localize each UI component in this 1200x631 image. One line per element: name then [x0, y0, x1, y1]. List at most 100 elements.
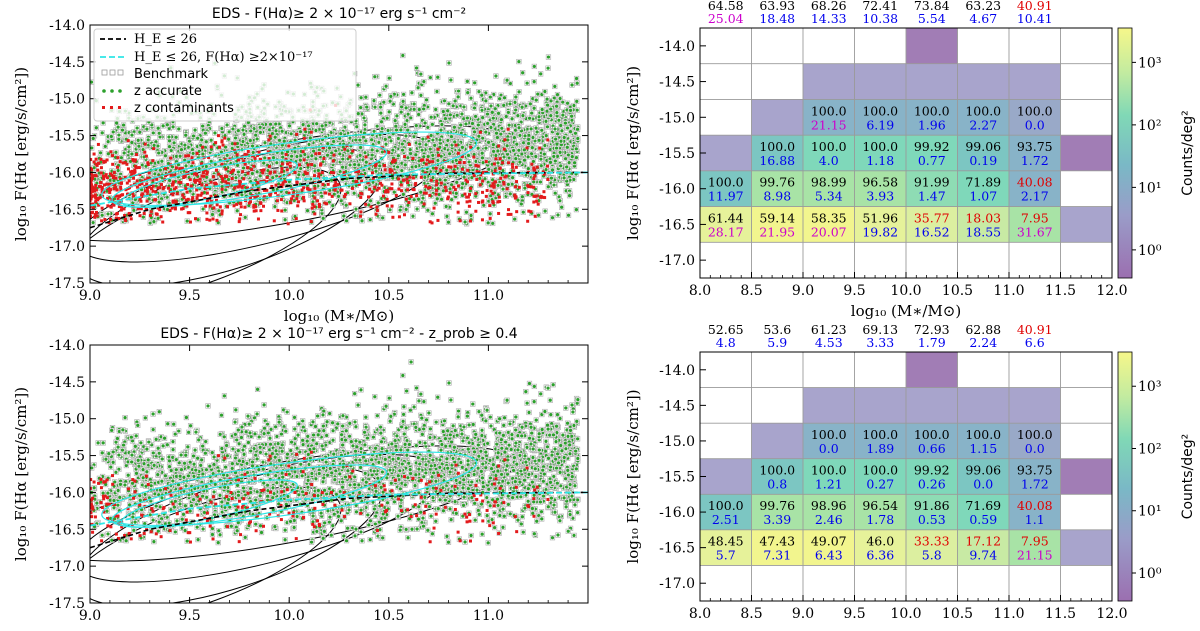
accurate-point [142, 215, 145, 218]
accurate-point [442, 189, 445, 192]
accurate-point [359, 154, 362, 157]
accurate-point [473, 130, 476, 133]
accurate-point [538, 139, 541, 142]
accurate-point [481, 137, 484, 140]
accurate-point [444, 178, 447, 181]
accurate-point [299, 167, 302, 170]
accurate-point [432, 167, 435, 170]
accurate-point [102, 121, 105, 124]
accurate-point [205, 140, 208, 143]
accurate-point [494, 74, 497, 77]
accurate-point [527, 134, 530, 137]
accurate-point [145, 128, 148, 131]
accurate-point [484, 146, 487, 149]
accurate-point [290, 132, 293, 135]
accurate-point [477, 147, 480, 150]
accurate-point [413, 108, 416, 111]
accurate-point [543, 153, 546, 156]
accurate-point [576, 82, 579, 85]
accurate-point [173, 141, 176, 144]
accurate-point [236, 209, 239, 212]
accurate-point [348, 163, 351, 166]
accurate-point [521, 106, 524, 109]
accurate-point [454, 99, 457, 102]
accurate-point [559, 164, 562, 167]
accurate-point [463, 176, 466, 179]
accurate-point [569, 109, 572, 112]
accurate-point [95, 126, 98, 129]
accurate-point [365, 161, 368, 164]
accurate-point [157, 217, 160, 220]
accurate-point [369, 199, 372, 202]
accurate-point [489, 126, 492, 129]
accurate-point [540, 164, 543, 167]
accurate-point [389, 95, 392, 98]
accurate-point [527, 142, 530, 145]
accurate-point [534, 155, 537, 158]
accurate-point [471, 122, 474, 125]
accurate-point [259, 174, 262, 177]
accurate-point [278, 139, 281, 142]
accurate-point [355, 125, 358, 128]
accurate-point [337, 195, 340, 198]
accurate-point [371, 153, 374, 156]
accurate-point [536, 92, 539, 95]
accurate-point [568, 194, 571, 197]
accurate-point [307, 143, 310, 146]
accurate-point [395, 114, 398, 117]
accurate-point [499, 132, 502, 135]
accurate-point [200, 138, 203, 141]
accurate-point [424, 121, 427, 124]
accurate-point [438, 178, 441, 181]
accurate-point [262, 162, 265, 165]
accurate-point [406, 156, 409, 159]
accurate-point [376, 125, 379, 128]
accurate-point [274, 136, 277, 139]
accurate-point [330, 179, 333, 182]
accurate-point [395, 128, 398, 131]
accurate-point [196, 137, 199, 140]
accurate-point [547, 55, 550, 58]
accurate-point [304, 130, 307, 133]
accurate-point [518, 161, 521, 164]
accurate-point [415, 66, 418, 69]
accurate-point [263, 141, 266, 144]
accurate-point [402, 93, 405, 96]
accurate-point [374, 170, 377, 173]
accurate-point [565, 165, 568, 168]
accurate-point [556, 213, 559, 216]
accurate-point [204, 132, 207, 135]
accurate-point [466, 80, 469, 83]
accurate-point [189, 190, 192, 193]
accurate-point [201, 124, 204, 127]
accurate-point [177, 127, 180, 130]
accurate-point [123, 151, 126, 154]
accurate-point [502, 104, 505, 107]
accurate-point [345, 204, 348, 207]
accurate-point [545, 134, 548, 137]
accurate-point [480, 109, 483, 112]
accurate-point [388, 77, 391, 80]
accurate-point [441, 166, 444, 169]
accurate-point [115, 121, 118, 124]
accurate-point [557, 195, 560, 198]
accurate-point [563, 136, 566, 139]
accurate-point [543, 144, 546, 147]
accurate-point [372, 130, 375, 133]
accurate-point [523, 134, 526, 137]
accurate-point [166, 208, 169, 211]
accurate-point [484, 99, 487, 102]
accurate-point [554, 138, 557, 141]
accurate-point [481, 116, 484, 119]
accurate-point [271, 176, 274, 179]
accurate-point [211, 213, 214, 216]
accurate-point [539, 158, 542, 161]
accurate-point [380, 120, 383, 123]
accurate-point [511, 183, 514, 186]
accurate-point [435, 90, 438, 93]
accurate-point [461, 146, 464, 149]
accurate-point [356, 84, 359, 87]
accurate-point [410, 91, 413, 94]
accurate-point [314, 129, 317, 132]
accurate-point [532, 180, 535, 183]
